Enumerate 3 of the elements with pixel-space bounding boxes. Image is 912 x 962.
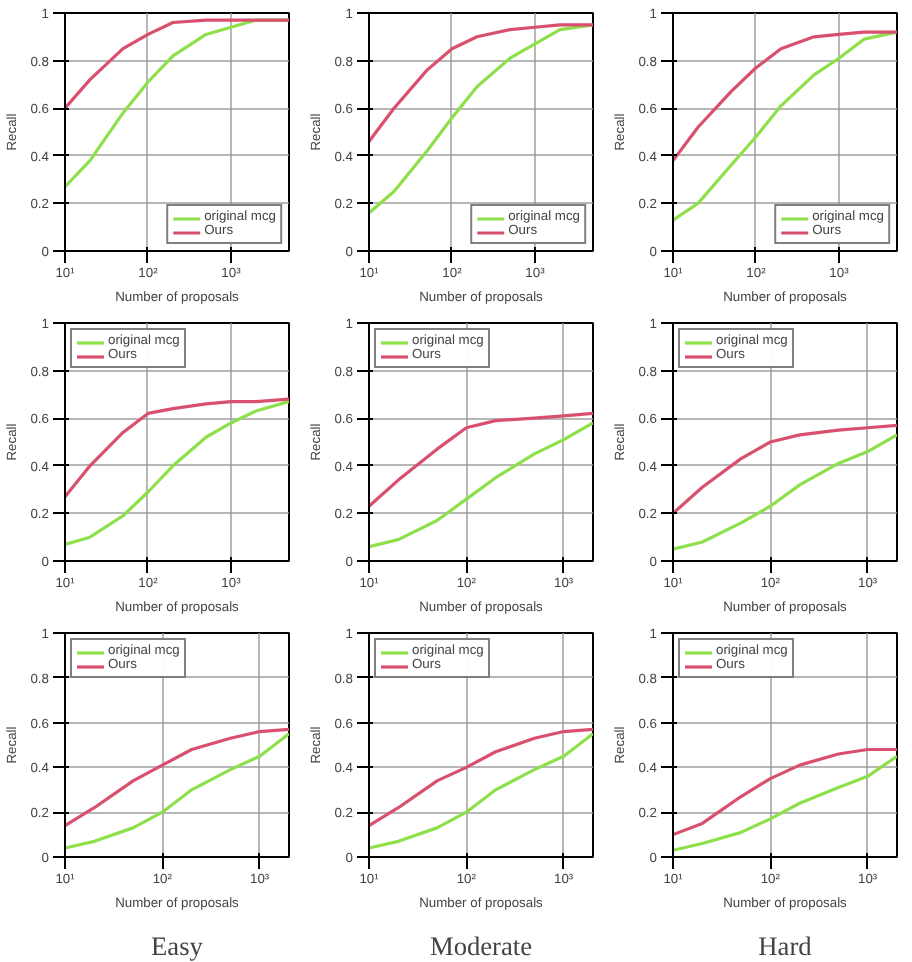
text: Moderate [429,931,533,961]
text: Easy [151,931,204,961]
text: Hard [758,931,813,961]
